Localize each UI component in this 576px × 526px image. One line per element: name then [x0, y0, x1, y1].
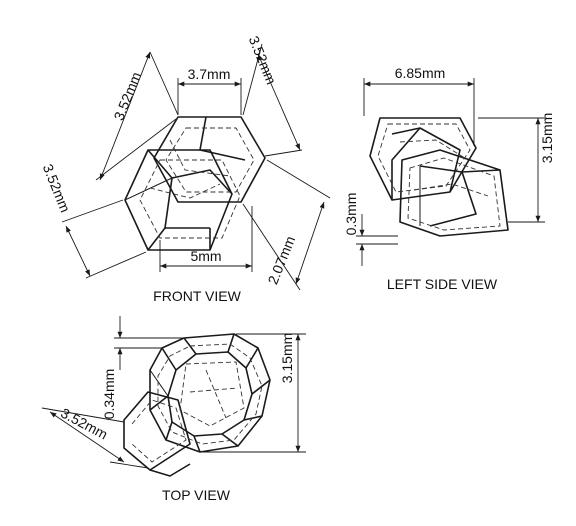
left-side-view: 6.85mm 3.15mm 0.3mm LEFT SIDE VIEW	[343, 65, 555, 292]
dim-left-width: 6.85mm	[363, 65, 475, 146]
dim-left-height: 3.15mm	[478, 113, 555, 223]
front-bottom-width-label: 5mm	[190, 248, 221, 264]
dim-front-bottom-width: 5mm	[159, 206, 253, 272]
front-right-offset-label: 2.07mm	[264, 234, 298, 287]
left-view-inner-edges	[391, 127, 501, 227]
top-height-label: 3.15mm	[279, 333, 295, 384]
front-top-left-edge-label: 3.52mm	[110, 70, 144, 123]
top-view-caption: TOP VIEW	[162, 487, 231, 503]
dim-front-left-edge: 3.52mm	[40, 162, 147, 279]
top-offset-label: 0.34mm	[101, 369, 117, 420]
front-view-caption: FRONT VIEW	[153, 288, 241, 304]
dim-top-height: 3.15mm	[202, 333, 306, 453]
dim-top-offset: 0.34mm	[101, 316, 184, 419]
dim-front-top-right-edge: 3.52mm	[242, 34, 303, 157]
left-width-label: 6.85mm	[395, 65, 446, 81]
front-view: 3.7mm 3.52mm 3.52mm 3.52mm	[40, 34, 331, 304]
left-height-label: 3.15mm	[539, 113, 555, 164]
front-left-edge-label: 3.52mm	[40, 162, 74, 215]
left-view-lower-pentagon	[399, 149, 509, 237]
dim-front-right-offset: 2.07mm	[242, 159, 331, 291]
dim-top-edge: 3.52mm	[41, 405, 149, 469]
left-view-hidden-edges	[377, 123, 501, 231]
top-view-left-pentagon	[123, 391, 191, 471]
left-side-view-caption: LEFT SIDE VIEW	[387, 276, 498, 292]
top-view-inner-edges	[149, 333, 271, 477]
front-top-right-edge-label: 3.52mm	[246, 34, 280, 87]
front-view-inner-edges	[124, 116, 266, 251]
dim-front-top-left-edge: 3.52mm	[95, 51, 179, 181]
front-top-width-label: 3.7mm	[188, 66, 231, 82]
front-view-hidden-edges	[139, 127, 255, 239]
top-view-hidden-edges	[131, 343, 263, 463]
left-offset-label: 0.3mm	[343, 193, 359, 236]
dim-left-offset: 0.3mm	[343, 193, 398, 266]
dim-front-top-width: 3.7mm	[177, 66, 242, 115]
front-view-front-hexagon	[124, 149, 233, 251]
top-view-outer-outline	[149, 333, 271, 453]
top-view: 3.15mm 0.34mm 3.52mm TOP VIEW	[41, 316, 306, 503]
